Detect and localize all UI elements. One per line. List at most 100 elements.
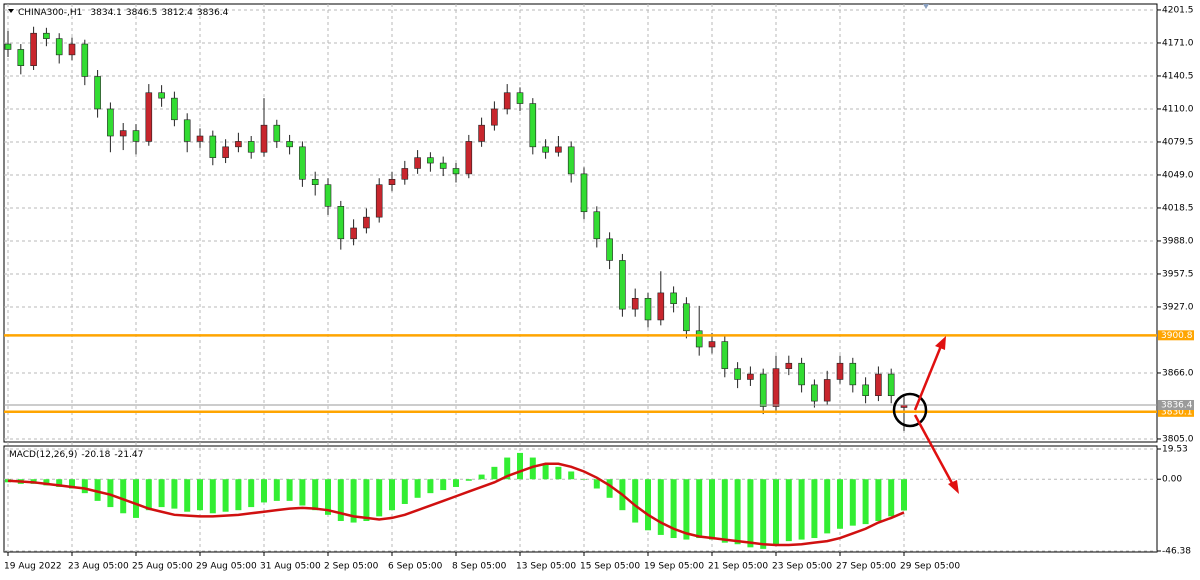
candle-body [811, 384, 818, 402]
candle-body [235, 141, 242, 148]
candle-body [375, 184, 383, 218]
candle-body [324, 184, 332, 207]
candle-body [222, 146, 229, 158]
macd-bar [81, 479, 88, 494]
x-tick-label: 31 Aug 05:00 [260, 562, 321, 572]
macd-bar [542, 463, 549, 480]
candle-body [30, 32, 37, 66]
x-tick-label: 23 Sep 05:00 [772, 562, 832, 572]
candle-body [4, 43, 12, 50]
candle-body [119, 130, 127, 137]
macd-bar [145, 479, 152, 511]
candle-body [68, 43, 76, 56]
candle-body [17, 49, 25, 66]
candle-body [350, 227, 357, 240]
macd-bar [721, 479, 728, 543]
x-tick-label: 23 Aug 05:00 [68, 562, 129, 572]
candle-body [94, 76, 101, 110]
arrow-down [913, 414, 955, 486]
x-tick-label: 19 Aug 2022 [4, 562, 62, 572]
candle-body [670, 292, 677, 305]
candle-body [606, 238, 613, 261]
menu-triangle[interactable] [8, 9, 14, 13]
candle-body [593, 211, 601, 240]
candle-body [657, 292, 665, 321]
y-tick-label: 4018.5 [1162, 203, 1194, 213]
macd-bar [312, 479, 319, 511]
candle-body [516, 92, 524, 104]
x-tick-label: 27 Sep 05:00 [836, 562, 896, 572]
macd-bar [811, 479, 818, 539]
candle-body [836, 362, 844, 380]
macd-bar [401, 479, 408, 504]
macd-bar [133, 479, 139, 518]
y-tick-label: 3866.0 [1162, 368, 1194, 378]
macd-bar [581, 479, 587, 480]
macd-bar [350, 479, 357, 523]
macd-bar [43, 479, 50, 486]
candle-body [887, 373, 895, 396]
candle-body [862, 384, 869, 396]
macd-bar [760, 479, 767, 549]
candle-body [209, 135, 217, 158]
candle-body [145, 92, 153, 142]
price-label-box [1158, 330, 1194, 341]
candle-body [823, 379, 831, 402]
candle-body [785, 362, 793, 369]
y-tick-label: 0.00 [1162, 475, 1182, 485]
macd-bar [901, 479, 907, 511]
macd-bar [696, 479, 703, 539]
macd-bar [69, 479, 75, 489]
low: 3812.4 [161, 8, 193, 18]
x-tick-label: 6 Sep 05:00 [388, 562, 443, 572]
macd-bar [478, 474, 485, 480]
macd-bar [798, 479, 805, 540]
macd-bar [286, 479, 293, 501]
candle-body [567, 146, 575, 175]
candle-body [619, 260, 626, 310]
y-tick-label: 4079.5 [1162, 137, 1194, 147]
candle-body [580, 173, 588, 213]
candle-body [631, 298, 639, 310]
candle-body [260, 124, 268, 153]
y-tick-label: 3805.0 [1162, 434, 1194, 444]
macd-bar [465, 479, 472, 481]
x-tick-label: 13 Sep 05:00 [516, 562, 576, 572]
macd-bar [709, 479, 715, 540]
macd-bar [632, 479, 639, 523]
candle-body [491, 108, 498, 126]
macd-bar [363, 479, 370, 522]
macd-bar [849, 479, 856, 526]
chart-header: CHINA300-,H1 3834.1 3846.5 3812.4 3836.4 [18, 8, 229, 18]
macd-bar [325, 479, 331, 515]
macd-bar [670, 479, 677, 539]
macd-bar [5, 479, 11, 483]
price-label: 3830.1 [1161, 407, 1193, 417]
candle-body [132, 130, 140, 142]
y-tick-label: 4110.0 [1162, 104, 1194, 114]
candle-body [401, 168, 409, 180]
macd-bar [261, 479, 267, 503]
arrow-up [913, 345, 943, 411]
macd-bar [606, 479, 613, 498]
candle-body [196, 135, 204, 142]
candle-body [311, 178, 319, 185]
y-tick-label: 4201.5 [1162, 5, 1194, 15]
macd-bar [209, 479, 216, 514]
candle-body [465, 141, 473, 175]
shift-marker [923, 4, 929, 9]
open: 3834.1 [90, 8, 122, 18]
macd-bar [888, 479, 895, 517]
macd-bar [389, 479, 395, 511]
candle-body [427, 157, 434, 164]
y-tick-label: 19.53 [1162, 445, 1188, 455]
candle-body [644, 298, 652, 321]
y-tick-label: -46.38 [1162, 547, 1191, 557]
x-tick-label: 21 Sep 05:00 [708, 562, 768, 572]
candle-body [247, 141, 255, 153]
macd-bar [747, 479, 754, 548]
annotation-circle [892, 392, 928, 428]
macd-bar [555, 466, 562, 480]
macd-bar [824, 479, 831, 534]
high: 3846.5 [126, 8, 158, 18]
